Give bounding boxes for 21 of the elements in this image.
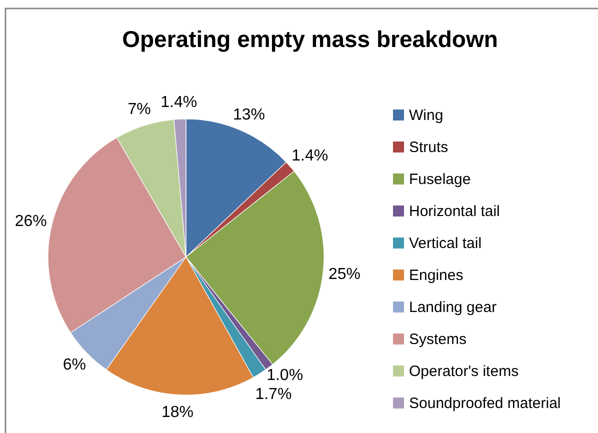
legend-label: Engines — [409, 266, 464, 284]
data-label: 1.4% — [160, 94, 198, 111]
legend-label: Operator's items — [409, 362, 519, 380]
legend-label: Fuselage — [409, 170, 471, 188]
data-label: 1.0% — [266, 366, 304, 384]
data-label: 6% — [62, 356, 86, 374]
legend-label: Horizontal tail — [409, 202, 500, 220]
data-label: 18% — [162, 403, 194, 420]
legend-label: Landing gear — [409, 298, 497, 316]
legend-label: Vertical tail — [409, 234, 482, 252]
legend-label: Wing — [409, 106, 444, 124]
data-label: 1.7% — [255, 385, 292, 402]
data-label: 1.4% — [292, 146, 328, 164]
data-label: 7% — [128, 100, 151, 118]
legend-label: Struts — [409, 138, 448, 156]
legend-label: Soundproofed material — [409, 394, 561, 412]
chart-title: Operating empty mass breakdown — [122, 26, 498, 52]
data-label: 25% — [328, 266, 360, 283]
data-label: 26% — [14, 212, 47, 230]
data-label: 13% — [233, 106, 266, 124]
legend-label: Systems — [409, 330, 467, 348]
